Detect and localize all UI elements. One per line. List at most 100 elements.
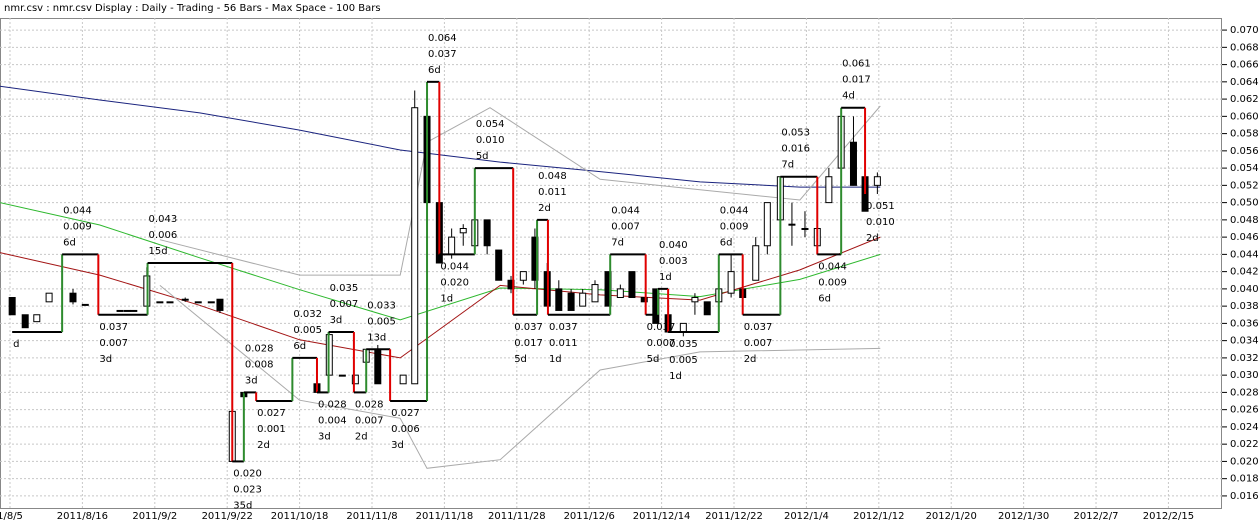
swing-label: 6d (293, 341, 306, 352)
swing-label: 0.006 (391, 424, 420, 435)
swing-label: 0.051 (866, 201, 895, 212)
swing-label: 0.053 (781, 128, 810, 139)
candle-body (123, 309, 131, 312)
x-tick-label: 2012/1/4 (784, 511, 829, 522)
x-tick-label: 2011/10/18 (271, 511, 329, 522)
swing-label: 6d (818, 293, 831, 304)
swing-label: 0.044 (611, 205, 640, 216)
x-tick-label: 2011/12/6 (564, 511, 615, 522)
swing-label: 0.037 (549, 322, 578, 333)
candle-body (81, 303, 89, 306)
candle-body (156, 301, 164, 304)
swing-label: 13d (367, 332, 386, 343)
candle-body (801, 227, 809, 230)
swing-label: 5d (514, 354, 527, 365)
candle-body (411, 107, 419, 385)
swing-label: 0.035 (330, 283, 359, 294)
swing-label: 0.011 (538, 187, 567, 198)
swing-label: 35d (233, 500, 252, 511)
swing-label: 0.005 (669, 355, 698, 366)
swing-label: 0.017 (514, 338, 543, 349)
candle-body (374, 348, 382, 385)
swing-label: 0.035 (669, 339, 698, 350)
x-tick-label: 2012/2/15 (1143, 511, 1194, 522)
y-tick-label: 0.030 (1230, 370, 1259, 381)
candle-body (216, 298, 224, 311)
x-tick-label: 2011/9/22 (202, 511, 253, 522)
candle-body (788, 223, 796, 226)
plot-frame (0, 18, 1222, 509)
swing-label: 2d (538, 203, 551, 214)
swing-label: 3d (318, 431, 331, 442)
candle-body (166, 301, 174, 304)
candle-body (495, 249, 503, 281)
swing-label: 0.033 (367, 300, 396, 311)
y-tick-label: 0.020 (1230, 456, 1259, 467)
swing-label: 6d (63, 237, 76, 248)
swing-label: 7d (781, 160, 794, 171)
swing-label: 3d (245, 375, 258, 386)
swing-label: d (13, 339, 19, 350)
candle-body (849, 141, 857, 186)
candle-body (33, 314, 41, 323)
y-tick-label: 0.050 (1230, 198, 1259, 209)
x-tick-label: 2011/11/18 (416, 511, 474, 522)
candle-body (448, 236, 456, 255)
x-tick-label: 2012/1/30 (998, 511, 1049, 522)
swing-label: 0.023 (233, 484, 262, 495)
y-tick-label: 0.016 (1230, 491, 1259, 502)
y-tick-label: 0.032 (1230, 353, 1259, 364)
swing-label: 1d (659, 272, 672, 283)
swing-label: 3d (391, 440, 404, 451)
swing-label: 0.007 (611, 221, 640, 232)
swing-label: 2d (257, 440, 270, 451)
indicator-line (159, 285, 881, 469)
candle-body (628, 271, 636, 299)
swing-label: 0.028 (245, 343, 274, 354)
swing-label: 7d (611, 237, 624, 248)
candle-body (616, 288, 624, 299)
swing-label: 0.064 (428, 33, 457, 44)
swing-label: 0.027 (391, 408, 420, 419)
candle-body (459, 227, 467, 234)
candle-body (873, 176, 881, 186)
swing-label: 0.037 (514, 322, 543, 333)
candle-body (591, 284, 599, 303)
candle-body (21, 314, 29, 329)
y-tick-label: 0.070 (1230, 25, 1259, 36)
x-tick-label: 2011/12/14 (633, 511, 691, 522)
indicator-line (159, 105, 881, 276)
swing-label: 0.048 (538, 171, 567, 182)
y-tick-label: 0.058 (1230, 129, 1259, 140)
candle-body (181, 298, 189, 301)
candle-body (579, 292, 587, 307)
swing-label: 0.027 (257, 408, 286, 419)
candle-body (116, 309, 124, 312)
y-tick-label: 0.036 (1230, 318, 1259, 329)
swing-label: 0.016 (781, 144, 810, 155)
candle-body (351, 374, 359, 385)
swing-label: 15d (149, 246, 168, 257)
swing-label: 0.009 (720, 221, 749, 232)
chart-title: nmr.csv : nmr.csv Display : Daily - Trad… (4, 3, 381, 14)
swing-label: 0.009 (818, 277, 847, 288)
y-tick-label: 0.048 (1230, 215, 1259, 226)
swing-label: 0.044 (63, 205, 92, 216)
swing-label: 0.007 (330, 299, 359, 310)
swing-label: 0.040 (659, 240, 688, 251)
candle-body (69, 292, 77, 303)
swing-label: 0.008 (245, 359, 274, 370)
indicator-line (0, 202, 881, 321)
swing-label: 3d (330, 315, 343, 326)
swing-label: 0.037 (647, 322, 676, 333)
swing-label: 0.009 (63, 221, 92, 232)
swing-label: 0.037 (99, 322, 128, 333)
candle-body (825, 176, 833, 204)
swing-label: 0.004 (318, 415, 347, 426)
swing-label: 0.044 (440, 261, 469, 272)
x-tick-label: 2012/2/7 (1074, 511, 1119, 522)
swing-label: 0.028 (355, 399, 384, 410)
candle-body (399, 374, 407, 385)
swing-label: 3d (99, 354, 112, 365)
